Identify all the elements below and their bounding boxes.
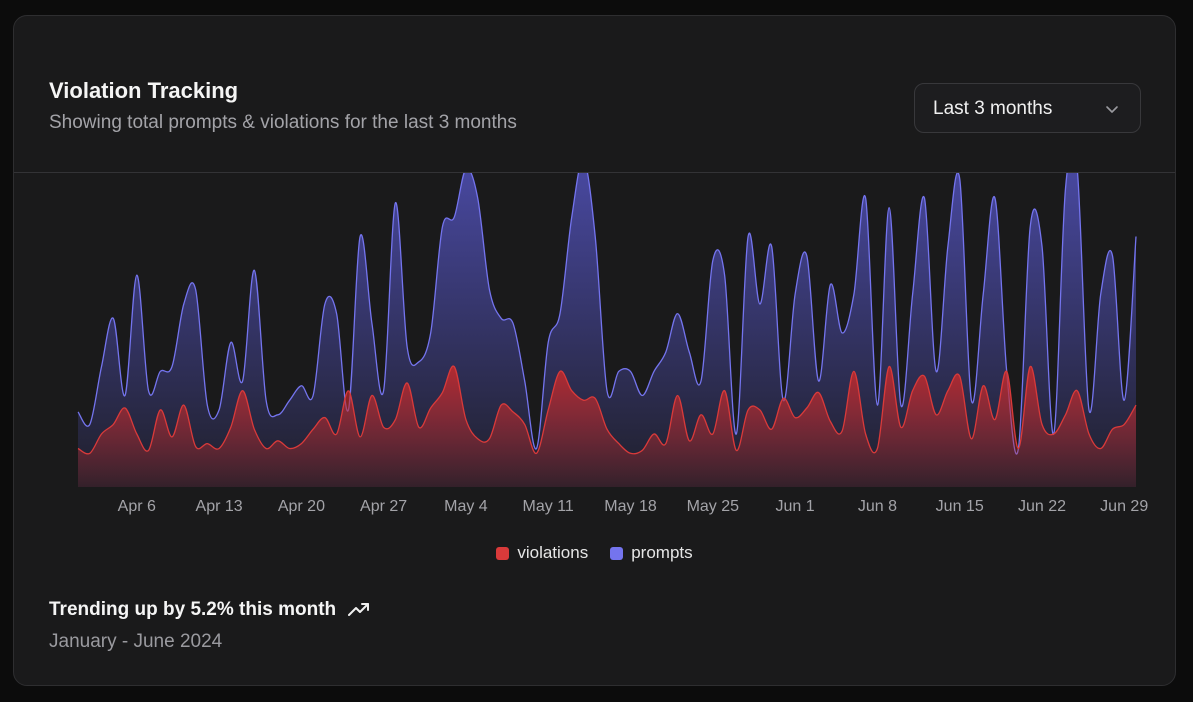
legend-swatch-violations [496, 546, 510, 560]
x-tick-label: Jun 1 [776, 498, 815, 515]
trending-up-icon [348, 603, 370, 616]
area-chart: Apr 6 Apr 13 Apr 20 Apr 27 May 4 May 11 May 18… [77, 173, 1148, 515]
legend-label-violations: violations [517, 543, 589, 562]
time-range-select-value: Last 3 months [933, 98, 1053, 119]
trend-text: Trending up by 5.2% this month [49, 599, 337, 620]
card-subtitle: Showing total prompts & violations for t… [49, 112, 517, 133]
x-tick-label: May 25 [687, 498, 740, 515]
x-tick-label: Apr 20 [278, 498, 325, 515]
series-line-violations [77, 365, 1137, 455]
legend-item-violations[interactable]: violations [496, 543, 588, 563]
chart-legend: violations prompts [14, 543, 1175, 563]
x-tick-label: Jun 22 [1018, 498, 1066, 515]
x-tick-label: Jun 29 [1100, 498, 1148, 515]
x-tick-label: May 11 [523, 498, 574, 515]
x-tick-label: Apr 13 [196, 498, 243, 515]
series-line-prompts [77, 173, 1137, 455]
x-tick-label: May 4 [444, 498, 488, 515]
x-tick-label: May 18 [604, 498, 657, 515]
violation-tracking-card: Violation Tracking Showing total prompts… [13, 15, 1176, 686]
date-range: January - June 2024 [49, 631, 223, 652]
x-tick-label: Jun 8 [858, 498, 897, 515]
card-title: Violation Tracking [49, 78, 239, 103]
x-tick-label: Apr 6 [118, 498, 156, 515]
x-tick-label: Apr 27 [360, 498, 407, 515]
card-header: Violation Tracking Showing total prompts… [14, 16, 1175, 173]
trend-summary: Trending up by 5.2% this month [49, 599, 370, 621]
legend-item-prompts[interactable]: prompts [610, 543, 693, 563]
legend-label-prompts: prompts [631, 543, 693, 562]
legend-swatch-prompts [610, 546, 624, 560]
time-range-select[interactable]: Last 3 months [914, 83, 1141, 133]
chevron-down-icon [1106, 106, 1118, 113]
area-fill-violations [78, 366, 1136, 487]
x-tick-label: Jun 15 [936, 498, 984, 515]
